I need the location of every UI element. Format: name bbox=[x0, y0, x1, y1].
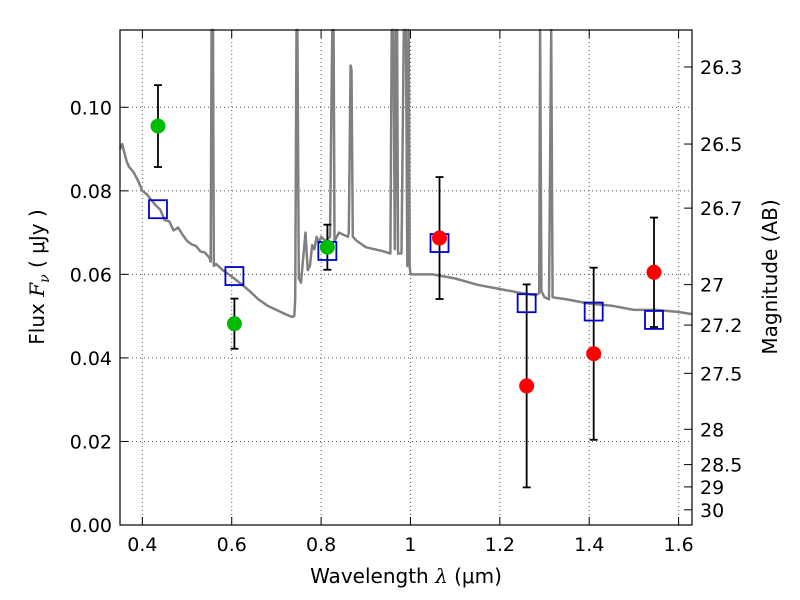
y-tick-label: 0.08 bbox=[70, 181, 112, 203]
x-axis-title-symbol: λ bbox=[434, 564, 448, 588]
x-tick-label: 0.4 bbox=[127, 534, 157, 556]
y-axis-title-prefix: Flux bbox=[25, 297, 49, 345]
y-tick-labels: 0.00 0.02 0.04 0.06 0.08 0.10 bbox=[70, 97, 112, 537]
magnitude-tick-label: 28.5 bbox=[700, 455, 742, 477]
red-data-point bbox=[519, 378, 535, 394]
x-tick-label: 0.8 bbox=[306, 534, 336, 556]
magnitude-tick-label: 29 bbox=[700, 477, 724, 499]
x-tick-label: 1 bbox=[404, 534, 416, 556]
magnitude-tick-label: 27.2 bbox=[700, 315, 742, 337]
y-tick-label: 0.04 bbox=[70, 348, 112, 370]
y-axis-title-subscript: ν bbox=[37, 274, 53, 283]
model-square-marker bbox=[583, 301, 604, 322]
y-tick-label: 0.06 bbox=[70, 264, 112, 286]
plot-frame bbox=[119, 29, 693, 526]
y-axis-title-unit: ( μJy ) bbox=[25, 209, 49, 274]
x-tick-label: 1.6 bbox=[663, 534, 693, 556]
y-tick-label: 0.00 bbox=[70, 515, 112, 537]
model-square-marker bbox=[644, 309, 664, 330]
y-axis-title-symbol: F bbox=[25, 282, 49, 298]
model-spectrum-layer bbox=[118, 28, 693, 319]
y2-axis-title: Magnitude (AB) bbox=[758, 199, 782, 354]
magnitude-tick-label: 26.7 bbox=[700, 198, 742, 220]
red-data-point bbox=[432, 230, 448, 246]
magnitude-tick-label: 26.3 bbox=[700, 57, 742, 79]
tick-marks bbox=[120, 30, 692, 526]
magnitude-tick-label: 27 bbox=[700, 275, 724, 297]
x-axis-title-unit: (μm) bbox=[448, 564, 502, 588]
magnitude-tick-label: 27.5 bbox=[700, 363, 742, 385]
model-spectrum-line bbox=[118, 28, 693, 319]
model-square-marker bbox=[224, 266, 245, 286]
green-data-point bbox=[150, 118, 166, 134]
model-square-marker bbox=[516, 293, 537, 314]
magnitude-tick-label: 30 bbox=[700, 500, 724, 522]
model-square-marker bbox=[148, 199, 168, 220]
x-tick-label: 1.2 bbox=[485, 534, 515, 556]
x-axis-title-prefix: Wavelength bbox=[310, 564, 435, 588]
magnitude-tick-label: 26.5 bbox=[700, 134, 742, 156]
green-data-point bbox=[226, 316, 242, 332]
magnitude-tick-label: 28 bbox=[700, 419, 724, 441]
y-axis-title: Flux Fν ( μJy ) bbox=[25, 209, 53, 344]
red-data-point bbox=[646, 264, 662, 280]
y-tick-label: 0.10 bbox=[70, 97, 112, 119]
red-data-point bbox=[586, 346, 602, 362]
green-data-point bbox=[319, 239, 335, 255]
y-tick-label: 0.02 bbox=[70, 431, 112, 453]
observed-points-layer bbox=[150, 118, 662, 394]
x-tick-label: 0.6 bbox=[217, 534, 247, 556]
x-axis-title: Wavelength λ (μm) bbox=[310, 564, 502, 588]
x-tick-labels: 0.4 0.6 0.8 1 1.2 1.4 1.6 bbox=[127, 534, 693, 556]
x-tick-label: 1.4 bbox=[574, 534, 604, 556]
